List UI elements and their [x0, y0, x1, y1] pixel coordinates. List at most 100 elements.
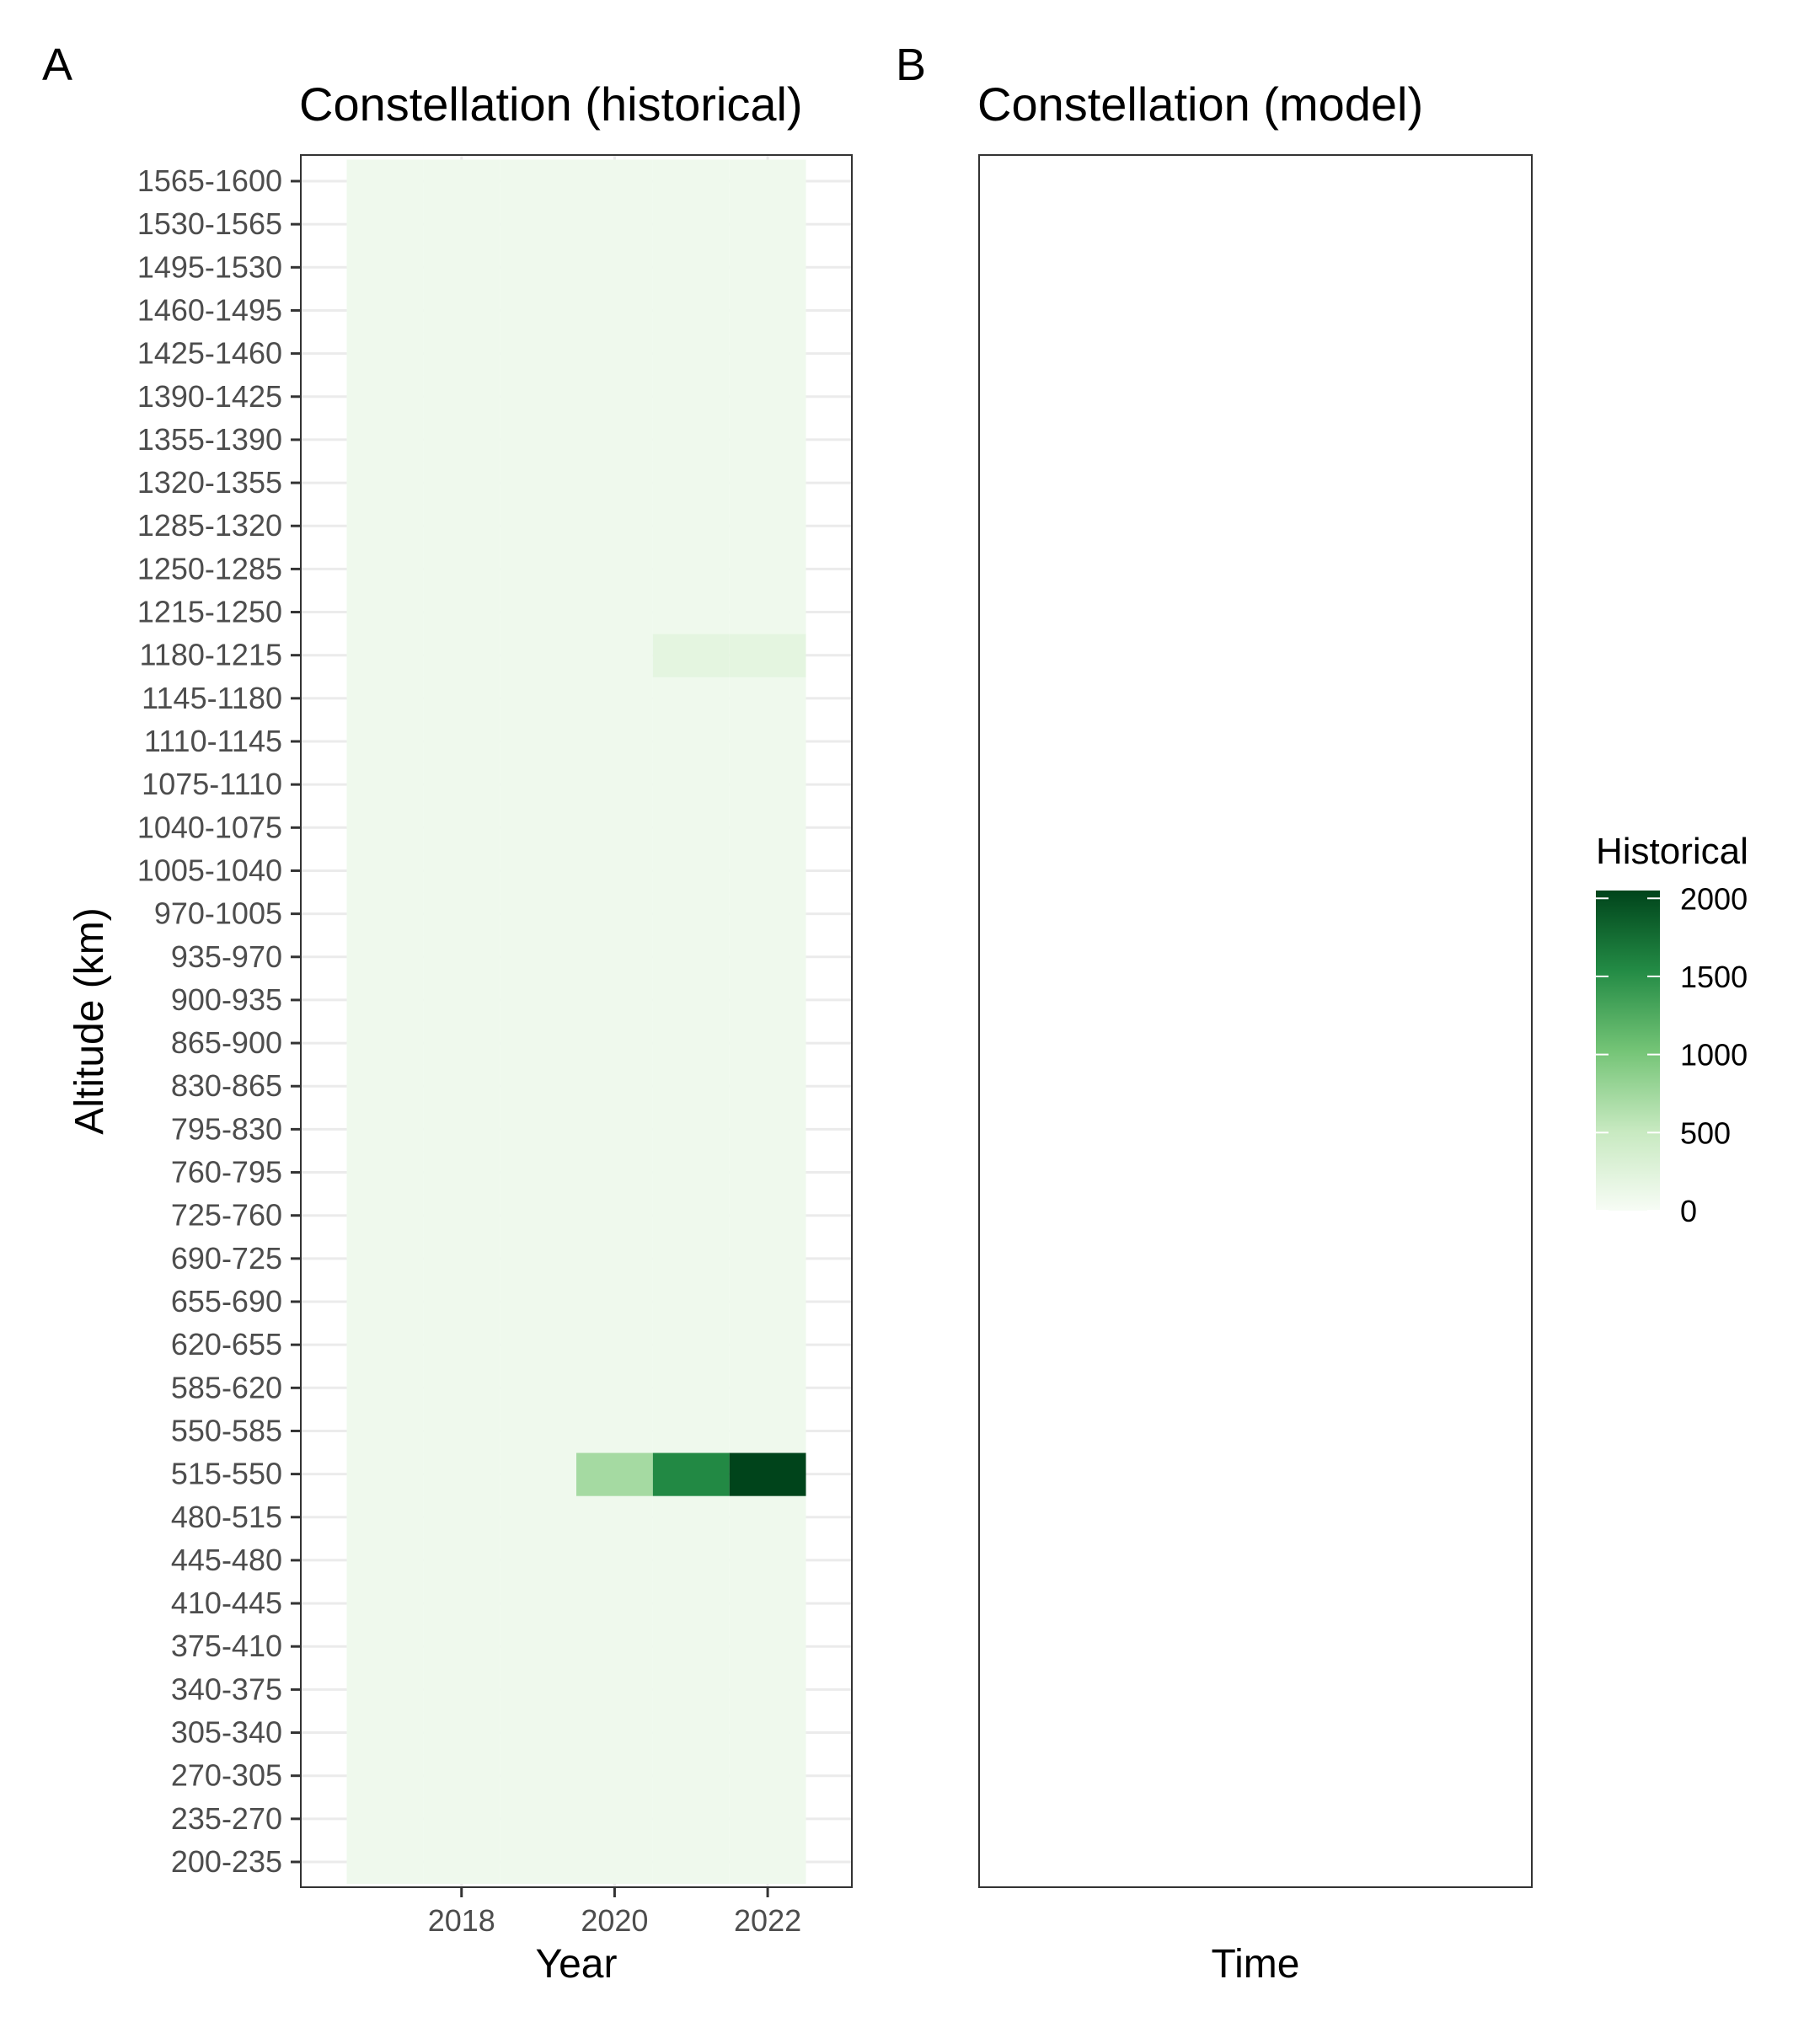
- heatmap-cell: [576, 418, 653, 462]
- y-tick-label: 1460-1495: [137, 292, 282, 327]
- heatmap-cell: [500, 634, 576, 677]
- heatmap-cell: [346, 1797, 424, 1841]
- y-tick-label: 515-550: [171, 1457, 282, 1491]
- heatmap-cell: [423, 1280, 500, 1324]
- heatmap-cell: [500, 719, 576, 764]
- heatmap-cell: [423, 719, 500, 764]
- heatmap-cell: [423, 1150, 500, 1195]
- heatmap-cell: [500, 978, 576, 1022]
- heatmap-cell: [729, 1150, 806, 1195]
- x-tick-label: 2022: [734, 1903, 801, 1938]
- heatmap-cell: [500, 1581, 576, 1626]
- panel-a-heatmap-cells: [346, 159, 806, 1885]
- heatmap-cell: [500, 1797, 576, 1841]
- heatmap-cell: [729, 1797, 806, 1841]
- heatmap-cell: [576, 1366, 653, 1410]
- heatmap-cell: [729, 1107, 806, 1152]
- heatmap-cell: [576, 978, 653, 1022]
- heatmap-cell: [423, 1581, 500, 1626]
- panel-a-x-axis: 2018 2020 2022: [428, 1887, 801, 1938]
- heatmap-cell: [576, 590, 653, 634]
- heatmap-cell: [423, 1624, 500, 1669]
- legend-tick-label: 1000: [1680, 1038, 1748, 1073]
- y-tick-label: 235-270: [171, 1801, 282, 1836]
- heatmap-cell: [346, 375, 424, 419]
- heatmap-cell: [729, 332, 806, 376]
- heatmap-cell: [576, 1237, 653, 1281]
- heatmap-cell: [423, 1323, 500, 1367]
- heatmap-cell: [500, 1280, 576, 1324]
- y-tick-label: 270-305: [171, 1758, 282, 1793]
- heatmap-cell: [346, 1754, 424, 1798]
- y-tick-label: 1075-1110: [142, 767, 282, 801]
- heatmap-cell: [729, 1754, 806, 1798]
- heatmap-cell: [346, 1237, 424, 1281]
- heatmap-cell: [346, 1366, 424, 1410]
- heatmap-cell: [500, 1710, 576, 1755]
- heatmap-cell: [652, 1452, 730, 1496]
- heatmap-cell: [576, 677, 653, 720]
- heatmap-cell: [652, 935, 730, 979]
- heatmap-cell: [346, 547, 424, 591]
- heatmap-cell: [423, 418, 500, 462]
- heatmap-cell: [423, 504, 500, 548]
- y-tick-label: 690-725: [171, 1241, 282, 1276]
- heatmap-cell: [652, 1624, 730, 1669]
- heatmap-cell: [652, 202, 730, 247]
- heatmap-cell: [500, 1237, 576, 1281]
- heatmap-cell: [652, 1710, 730, 1755]
- heatmap-cell: [576, 1495, 653, 1539]
- panel-a-title: Constellation (historical): [299, 78, 803, 131]
- heatmap-cell: [576, 1624, 653, 1669]
- heatmap-cell: [500, 848, 576, 893]
- heatmap-cell: [500, 202, 576, 247]
- legend-colorbar: [1596, 891, 1660, 1211]
- heatmap-cell: [576, 762, 653, 807]
- heatmap-cell: [576, 1667, 653, 1712]
- legend-tick-label: 1500: [1680, 960, 1748, 994]
- heatmap-cell: [729, 1452, 806, 1496]
- heatmap-cell: [423, 805, 500, 850]
- heatmap-cell: [346, 288, 424, 333]
- heatmap-cell: [423, 332, 500, 376]
- x-tick-label: 2020: [581, 1903, 648, 1938]
- heatmap-cell: [576, 504, 653, 548]
- heatmap-cell: [500, 677, 576, 720]
- y-tick-label: 655-690: [171, 1284, 282, 1319]
- heatmap-cell: [729, 805, 806, 850]
- heatmap-cell: [729, 1840, 806, 1885]
- heatmap-cell: [652, 634, 730, 677]
- heatmap-cell: [500, 1452, 576, 1496]
- heatmap-cell: [500, 1021, 576, 1066]
- heatmap-cell: [652, 1237, 730, 1281]
- panel-a-y-axis: 200-235 235-270 270-305 305-340 340-375 375-4…: [137, 163, 301, 1879]
- y-tick-label: 1495-1530: [137, 249, 282, 284]
- heatmap-cell: [423, 461, 500, 506]
- y-tick-label: 760-795: [171, 1155, 282, 1190]
- heatmap-cell: [500, 375, 576, 419]
- heatmap-cell: [729, 634, 806, 677]
- heatmap-cell: [346, 1840, 424, 1885]
- heatmap-cell: [576, 245, 653, 290]
- heatmap-cell: [652, 1366, 730, 1410]
- heatmap-cell: [423, 1194, 500, 1238]
- y-tick-label: 1110-1145: [144, 724, 282, 758]
- heatmap-cell: [576, 1797, 653, 1841]
- heatmap-cell: [652, 1323, 730, 1367]
- heatmap-cell: [652, 1194, 730, 1238]
- heatmap-cell: [346, 634, 424, 677]
- heatmap-cell: [346, 1194, 424, 1238]
- heatmap-cell: [346, 1667, 424, 1712]
- heatmap-cell: [576, 1107, 653, 1152]
- heatmap-cell: [729, 1064, 806, 1109]
- heatmap-cell: [346, 159, 424, 204]
- heatmap-cell: [652, 375, 730, 419]
- heatmap-cell: [346, 590, 424, 634]
- heatmap-cell: [500, 1624, 576, 1669]
- y-tick-label: 1320-1355: [137, 465, 282, 500]
- heatmap-cell: [500, 418, 576, 462]
- heatmap-cell: [576, 375, 653, 419]
- panel-a-y-title: Altitude (km): [67, 907, 112, 1134]
- heatmap-cell: [576, 1710, 653, 1755]
- heatmap-cell: [652, 332, 730, 376]
